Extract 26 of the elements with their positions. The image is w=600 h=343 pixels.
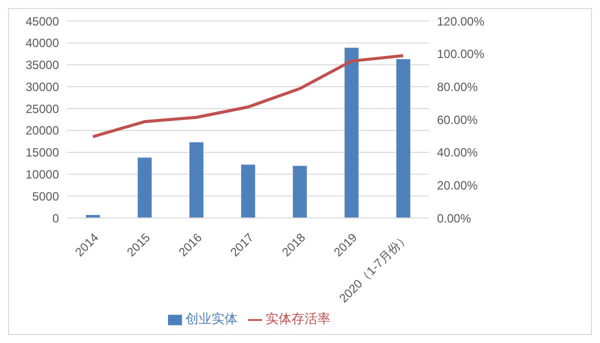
y2-tick-label: 80.00% (437, 80, 478, 94)
y2-tick-label: 40.00% (437, 146, 478, 160)
y2-tick-label: 0.00% (437, 211, 472, 226)
bar (241, 164, 256, 218)
y-tick-label: 40000 (26, 36, 60, 50)
legend-label: 实体存活率 (266, 311, 330, 326)
y-tick-label: 5000 (32, 189, 60, 204)
y2-tick-label: 100.00% (437, 47, 485, 62)
y-tick-label: 30000 (26, 80, 60, 94)
y-tick-label: 25000 (26, 102, 60, 116)
y2-tick-label: 60.00% (437, 112, 478, 127)
y2-tick-label: 20.00% (437, 178, 478, 192)
bar (344, 48, 359, 218)
y-tick-label: 45000 (26, 14, 60, 28)
legend-label: 创业实体 (186, 311, 238, 326)
bar (189, 142, 204, 218)
y-tick-label: 0 (52, 211, 60, 226)
bar (138, 158, 152, 218)
bar (396, 59, 410, 218)
y-tick-label: 10000 (26, 167, 60, 182)
y-tick-label: 35000 (26, 58, 60, 72)
y2-tick-label: 120.00% (437, 14, 485, 28)
y-tick-label: 20000 (26, 124, 60, 138)
bar (292, 166, 307, 218)
line-series (91, 54, 405, 138)
y-tick-label: 15000 (26, 146, 60, 160)
